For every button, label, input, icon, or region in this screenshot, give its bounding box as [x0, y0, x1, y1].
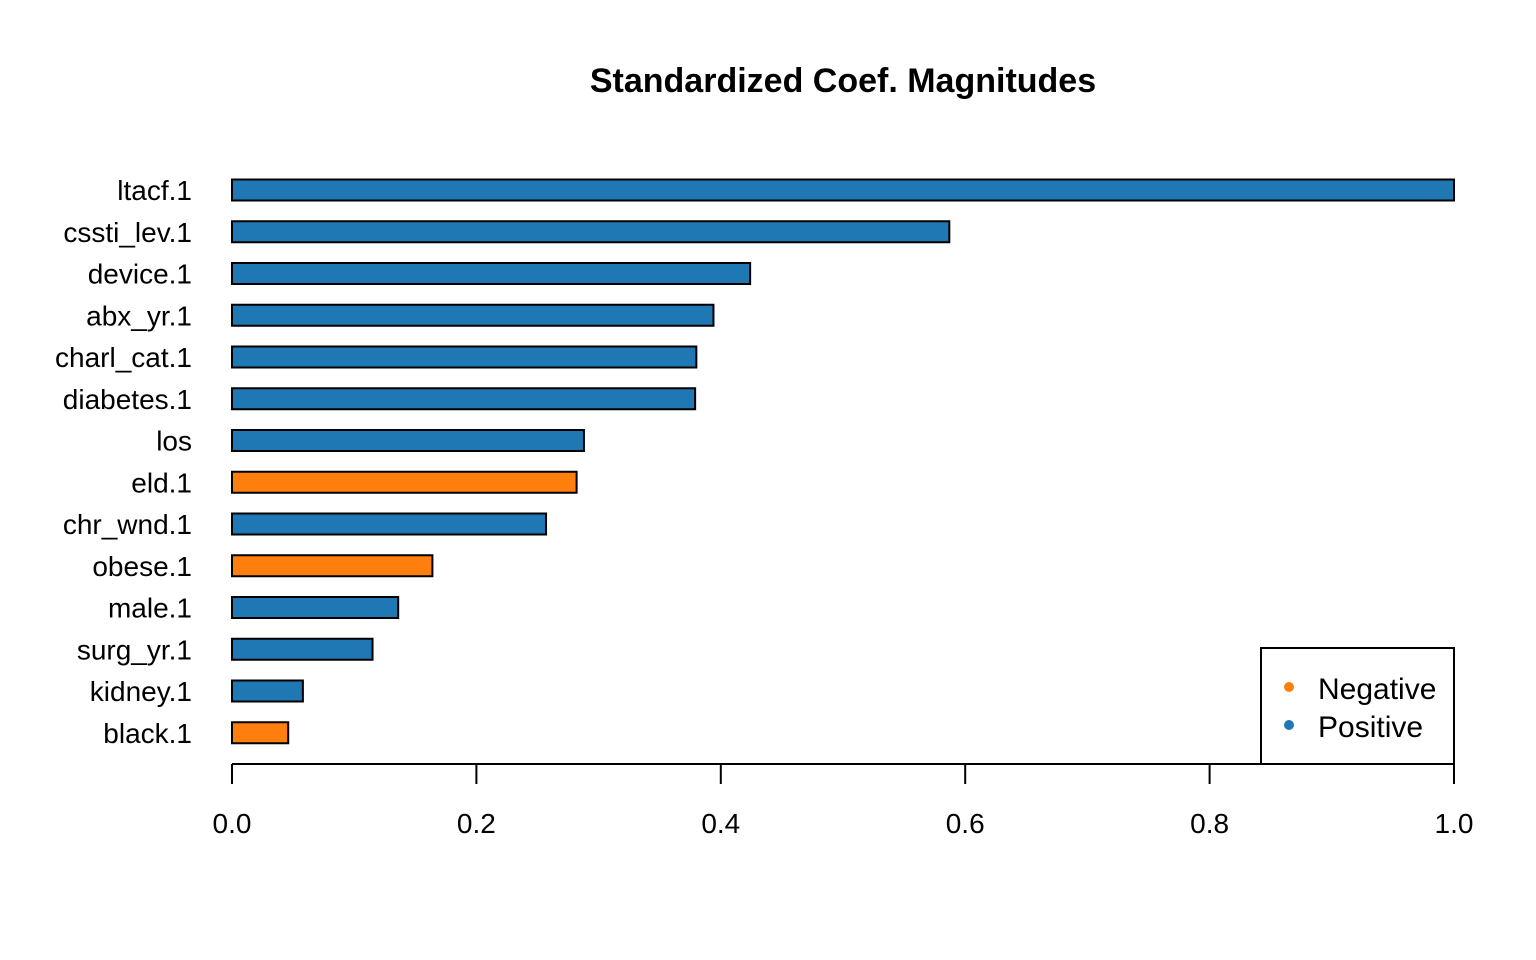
bar-black-1 — [231, 721, 290, 745]
legend: Negative Positive — [1260, 647, 1455, 765]
legend-label-negative: Negative — [1318, 673, 1436, 706]
x-tick-label: 0.4 — [701, 808, 740, 839]
x-tick-label: 0.6 — [946, 808, 985, 839]
bar-charl-cat-1 — [231, 345, 698, 369]
category-label: abx_yr.1 — [86, 300, 192, 331]
legend-box — [1260, 647, 1455, 765]
bar-surg-yr-1 — [231, 637, 374, 661]
bar-obese-1 — [231, 554, 434, 578]
chart-title: Standardized Coef. Magnitudes — [590, 62, 1096, 100]
category-labels-group: ltacf.1 cssti_lev.1 device.1 abx_yr.1 charl_… — [55, 175, 192, 749]
bar-eld-1 — [231, 470, 578, 494]
bar-cssti-lev-1 — [231, 220, 951, 244]
x-tick-label: 0.8 — [1190, 808, 1229, 839]
legend-label-positive: Positive — [1318, 711, 1423, 744]
category-label: eld.1 — [131, 467, 192, 498]
bar-abx-yr-1 — [231, 303, 715, 327]
bar-ltacf-1 — [231, 178, 1455, 202]
category-label: charl_cat.1 — [55, 342, 192, 373]
bar-kidney-1 — [231, 679, 304, 703]
category-label: ltacf.1 — [117, 175, 192, 206]
category-label: cssti_lev.1 — [63, 217, 192, 248]
x-axis: 0.0 0.2 0.4 0.6 0.8 1.0 — [213, 763, 1474, 839]
category-label: obese.1 — [92, 551, 192, 582]
bars-group — [231, 178, 1455, 745]
x-tick-label: 0.2 — [457, 808, 496, 839]
bar-chr-wnd-1 — [231, 512, 548, 536]
category-label: diabetes.1 — [63, 384, 192, 415]
category-label: chr_wnd.1 — [63, 509, 192, 540]
x-tick-label: 0.0 — [213, 808, 252, 839]
legend-marker-negative — [1284, 682, 1294, 692]
x-tick-label: 1.0 — [1435, 808, 1474, 839]
bar-male-1 — [231, 596, 400, 619]
category-label: kidney.1 — [90, 676, 192, 707]
category-label: device.1 — [88, 259, 192, 290]
category-label: black.1 — [103, 718, 192, 749]
legend-marker-positive — [1284, 720, 1294, 730]
category-label: surg_yr.1 — [77, 634, 192, 665]
bar-device-1 — [231, 262, 752, 285]
category-label: male.1 — [108, 593, 192, 624]
category-label: los — [156, 426, 192, 457]
bar-los — [231, 429, 585, 452]
bar-diabetes-1 — [231, 387, 697, 411]
